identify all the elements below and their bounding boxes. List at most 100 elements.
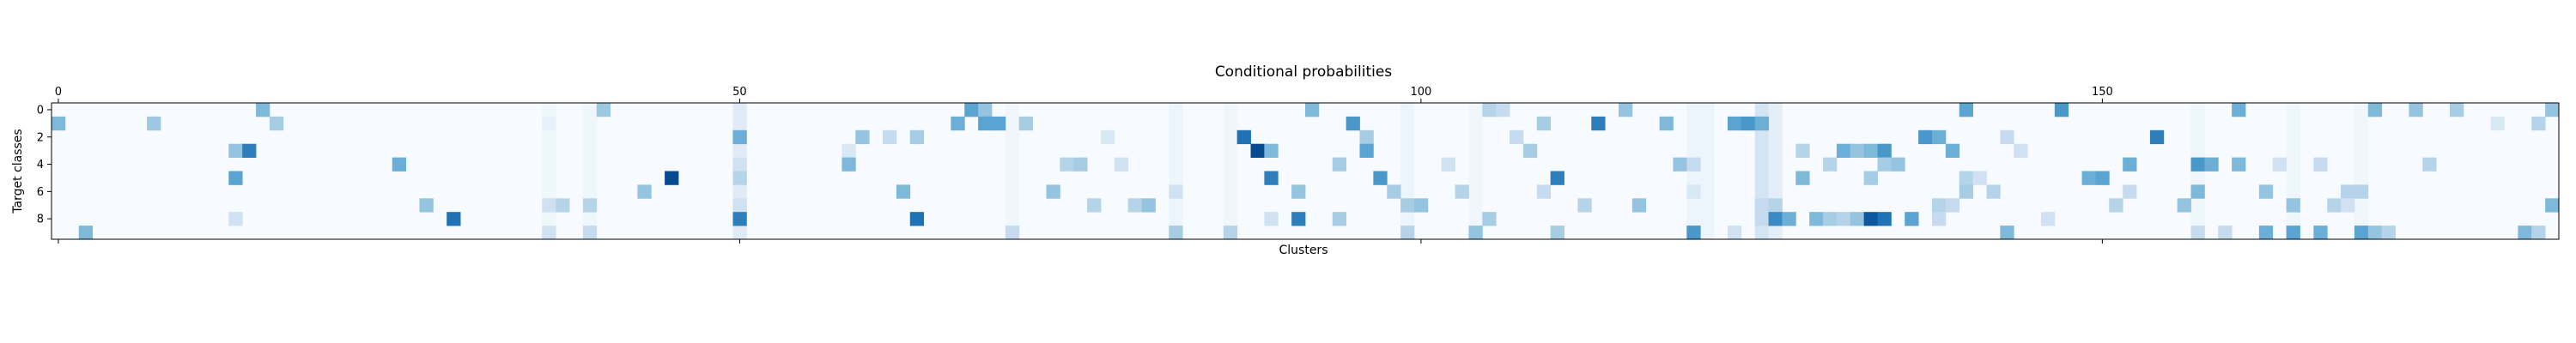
heatmap-cell [1550, 171, 1564, 185]
heatmap-cell [2000, 129, 2014, 145]
heatmap-cell [2313, 157, 2328, 172]
heatmap-cell [392, 157, 407, 172]
heatmap-cell [978, 116, 993, 131]
y-ticks: 0 2 4 6 8 [37, 104, 52, 226]
heatmap-cell [2123, 184, 2137, 199]
x-axis-label: Clusters [1279, 244, 1328, 257]
heatmap-cell [909, 129, 925, 145]
heatmap-cell [732, 198, 747, 213]
heatmap-cell [1359, 129, 1374, 145]
heatmap-cell [2123, 157, 2137, 172]
heatmap-cell [1087, 198, 1102, 213]
heatmap-cell [1686, 226, 1701, 240]
heatmap-cell [2109, 198, 2123, 213]
heatmap-cell [1659, 116, 1674, 131]
heatmap-cell [2545, 103, 2560, 117]
heatmap-cell [1114, 157, 1129, 172]
heatmap-cell [1877, 143, 1892, 158]
heatmap-cell [1060, 157, 1074, 172]
heatmap-cell [1169, 226, 1183, 240]
heatmap-cell [2272, 157, 2287, 172]
heatmap-cell [2054, 103, 2069, 117]
heatmap-cell [2531, 226, 2546, 240]
heatmap-cell [2286, 198, 2300, 213]
heatmap-cell [1236, 129, 1251, 145]
heatmap-cell [1877, 212, 1892, 226]
heatmap-cell [1250, 143, 1265, 158]
heatmap-cell [964, 103, 979, 117]
heatmap-cell [909, 212, 925, 226]
x-tick-label: 150 [2092, 86, 2113, 99]
column-baseline-cell [1700, 103, 1715, 239]
heatmap-cell [1591, 116, 1606, 131]
heatmap-cell [1727, 116, 1742, 131]
heatmap-cell [1823, 157, 1838, 172]
heatmap-cell [2149, 129, 2165, 145]
heatmap-cell [542, 226, 556, 240]
heatmap-cell [1455, 184, 1469, 199]
heatmap-cell [596, 103, 611, 117]
heatmap-cell [1823, 212, 1838, 226]
heatmap-cell [1536, 116, 1552, 131]
heatmap-cell [1169, 184, 1183, 199]
heatmap-cell [1046, 184, 1060, 199]
heatmap-cell [1619, 103, 1633, 117]
heatmap-cell [1291, 212, 1306, 226]
heatmap-cell [1836, 212, 1851, 226]
heatmap-cell [269, 116, 284, 131]
heatmap-cell [1741, 116, 1756, 131]
heatmap-cell [1631, 198, 1647, 213]
heatmap-cell [2354, 184, 2369, 199]
heatmap-cell [841, 143, 856, 158]
heatmap-cell [1482, 212, 1497, 226]
heatmap-cell [1686, 157, 1701, 172]
heatmap-cell [1373, 171, 1388, 185]
heatmap-cell [2177, 198, 2191, 213]
heatmap-cell [1809, 212, 1824, 226]
heatmap-cell [1795, 171, 1810, 185]
heatmap-cell [2218, 226, 2233, 240]
column-baseline-cell [2354, 103, 2369, 239]
heatmap-cell [256, 103, 270, 117]
heatmap-cell [1768, 212, 1783, 226]
heatmap-cell [147, 116, 161, 131]
heatmap-cell [1905, 212, 1919, 226]
heatmap-cell [2518, 226, 2532, 240]
heatmap-cell [1891, 157, 1905, 172]
heatmap-cell [419, 198, 434, 213]
heatmap-cell [2545, 198, 2560, 213]
plot-frame [51, 102, 2560, 240]
heatmap-cell [1100, 129, 1115, 145]
y-axis-label: Target classes [11, 129, 25, 214]
heatmap-cell [1986, 184, 2001, 199]
heatmap-cell [78, 226, 94, 240]
x-tick-label: 50 [732, 86, 747, 99]
heatmap-cells [52, 103, 2560, 240]
heatmap-cell [1850, 212, 1865, 226]
heatmap-cell [2258, 226, 2274, 240]
heatmap-cell [2327, 198, 2342, 213]
heatmap-cell [2040, 212, 2056, 226]
heatmap-cell [1850, 143, 1865, 158]
heatmap-cell [2490, 116, 2505, 131]
heatmap-cell [732, 157, 747, 172]
heatmap-cell [2232, 157, 2246, 172]
column-baseline-cell [1223, 103, 1238, 239]
heatmap-cell [1359, 143, 1374, 158]
heatmap-cell [1005, 226, 1020, 240]
heatmap-cell [2341, 184, 2355, 199]
heatmap-cell [1754, 212, 1769, 226]
heatmap-cell [732, 212, 747, 226]
column-baseline-cell [2286, 103, 2300, 239]
heatmap-cell [637, 184, 652, 199]
heatmap-cell [1959, 184, 1974, 199]
y-tick-label: 4 [37, 159, 44, 172]
column-baseline-cell [1400, 103, 1415, 239]
heatmap-cell [1413, 198, 1429, 213]
heatmap-cell [52, 116, 66, 131]
heatmap-cell [665, 171, 679, 185]
heatmap-cell [2081, 171, 2096, 185]
heatmap-cell [2232, 103, 2246, 117]
heatmap-cell [2531, 116, 2546, 131]
